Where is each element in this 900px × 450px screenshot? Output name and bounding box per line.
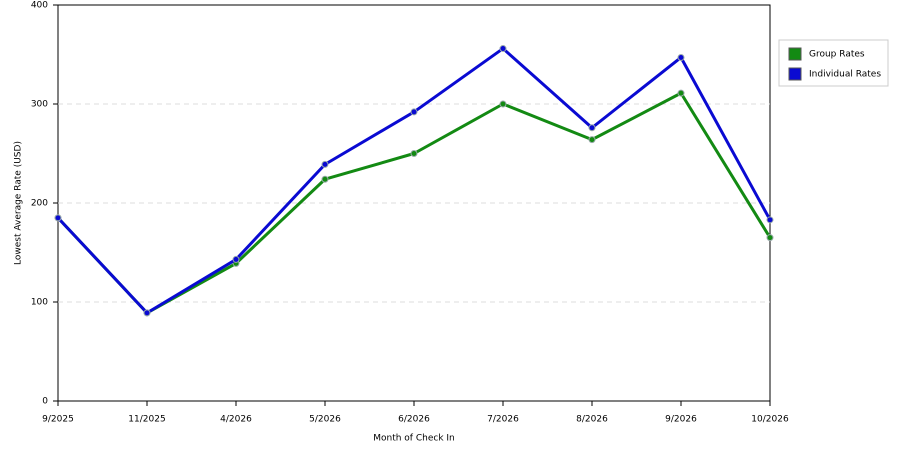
data-point (232, 255, 240, 263)
legend-swatch (788, 67, 802, 81)
y-tick-label: 200 (31, 199, 48, 209)
x-tick-label: 6/2026 (398, 415, 430, 425)
data-point (677, 53, 685, 61)
y-tick-label: 0 (42, 397, 48, 407)
data-point (410, 108, 418, 116)
x-axis-label: Month of Check In (373, 434, 455, 444)
data-point (499, 45, 507, 53)
x-tick-label: 9/2025 (42, 415, 74, 425)
legend-swatch (788, 47, 802, 61)
data-point (766, 234, 774, 242)
x-tick-label: 10/2026 (751, 415, 789, 425)
data-point (766, 216, 774, 224)
data-point (588, 124, 596, 132)
x-tick-label: 4/2026 (220, 415, 252, 425)
legend-label: Individual Rates (809, 70, 881, 80)
data-point (588, 136, 596, 144)
y-tick-label: 300 (31, 100, 48, 110)
x-tick-label: 7/2026 (487, 415, 519, 425)
data-point (677, 89, 685, 97)
data-point (321, 160, 329, 168)
x-tick-label: 5/2026 (309, 415, 341, 425)
data-point (143, 309, 151, 317)
y-axis-label: Lowest Average Rate (USD) (14, 141, 24, 265)
data-point (321, 175, 329, 183)
x-tick-label: 11/2025 (128, 415, 165, 425)
y-tick-label: 400 (31, 1, 48, 11)
data-point (499, 100, 507, 108)
data-point (54, 214, 62, 222)
y-tick-label: 100 (31, 298, 48, 308)
x-tick-label: 8/2026 (576, 415, 608, 425)
x-tick-label: 9/2026 (665, 415, 697, 425)
legend-label: Group Rates (809, 50, 865, 60)
data-point (410, 150, 418, 157)
